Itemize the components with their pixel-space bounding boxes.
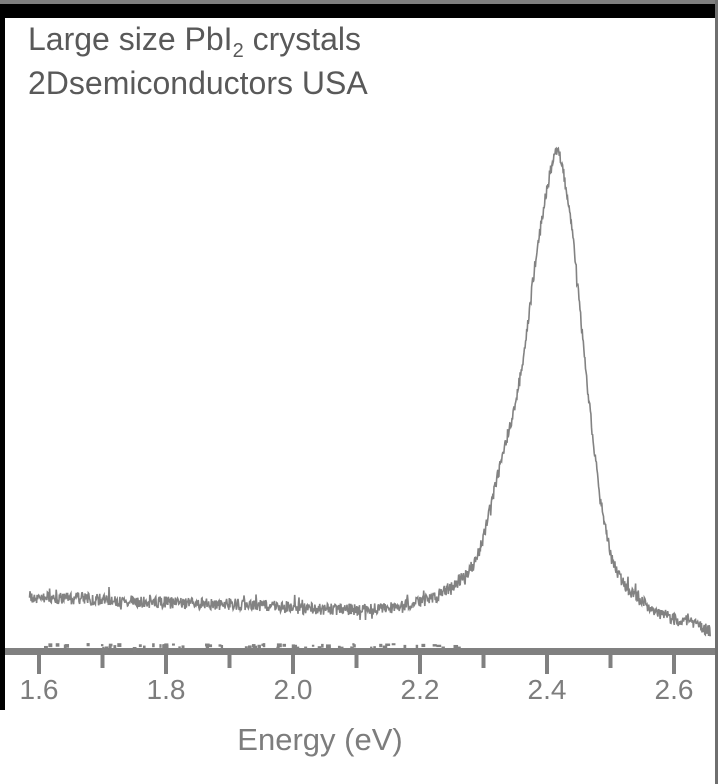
baseline-noise-dash	[86, 643, 90, 647]
baseline-noise-dash	[379, 643, 383, 648]
baseline-noise-dash	[352, 643, 355, 646]
baseline-noise-dash	[262, 643, 266, 648]
baseline-noise-dash	[162, 644, 166, 649]
baseline-noise-dash	[353, 644, 356, 648]
x-tick-label: 2.0	[273, 674, 313, 705]
baseline-noise-dash	[297, 646, 300, 651]
baseline-noise-dash	[370, 646, 373, 650]
right-gray-border	[715, 0, 718, 784]
baseline-noise-dash	[244, 646, 248, 650]
baseline-noise-dash	[304, 646, 308, 651]
baseline-noise-dash	[317, 646, 322, 651]
left-black-border	[0, 4, 5, 710]
baseline-noise-dash	[65, 644, 70, 648]
x-axis-tick	[418, 655, 422, 674]
baseline-noise-dash	[181, 645, 185, 650]
baseline-noise-dash	[207, 644, 213, 648]
baseline-noise-dash	[251, 644, 256, 648]
chart-title-line1: Large size PbI2 crystals	[28, 21, 362, 62]
baseline-noise-dash	[113, 645, 117, 649]
x-tick-label: 2.4	[527, 674, 567, 705]
chart-title-block: Large size PbI2 crystals 2Dsemiconductor…	[28, 20, 368, 103]
baseline-noise-dash	[218, 644, 222, 647]
top-gray-strip	[0, 0, 718, 4]
baseline-noise-dash	[163, 644, 169, 649]
baseline-noise-dash	[321, 643, 324, 648]
baseline-noise-dash	[276, 646, 280, 651]
baseline-noise-dash	[441, 646, 445, 651]
baseline-noise-dash	[138, 644, 142, 648]
top-black-bar	[0, 4, 718, 18]
baseline-noise-dash	[48, 643, 53, 648]
baseline-noise-dash	[339, 646, 344, 650]
baseline-noise-dash	[311, 644, 315, 647]
x-tick-label: 2.6	[654, 674, 694, 705]
baseline-noise-dash	[261, 643, 264, 646]
baseline-noise-dash	[100, 644, 104, 647]
baseline-noise-dash	[132, 646, 137, 652]
baseline-noise-dash	[350, 646, 354, 649]
baseline-noise-dash	[432, 644, 437, 647]
baseline-noise-dash	[257, 644, 261, 648]
baseline-noise-dash	[326, 644, 331, 648]
baseline-noise-dash	[258, 646, 261, 651]
baseline-noise-dash	[291, 644, 296, 649]
baseline-noise-dash	[44, 645, 48, 651]
baseline-noise-dash	[108, 643, 113, 647]
baseline-noise-dash	[164, 643, 169, 647]
baseline-noise-dash	[104, 646, 109, 651]
baseline-noise-dash	[102, 646, 105, 651]
chart-title-line2: 2Dsemiconductors USA	[28, 65, 368, 101]
baseline-noise-dash	[252, 645, 258, 651]
baseline-noise-dash	[391, 643, 396, 646]
x-axis-tick	[227, 655, 232, 668]
baseline-noise-dash	[152, 643, 155, 648]
baseline-noise-dash	[382, 645, 388, 650]
x-axis-tick	[164, 655, 168, 674]
baseline-noise-dash	[385, 643, 391, 646]
baseline-noise-dash	[403, 644, 407, 650]
baseline-noise-dash	[453, 644, 459, 650]
baseline-noise-dash	[421, 643, 426, 648]
x-axis-tick	[672, 655, 676, 674]
baseline-noise-dash	[171, 643, 175, 646]
x-axis-tick	[354, 655, 359, 668]
x-axis-tick	[37, 655, 41, 674]
baseline-noise-dash	[108, 645, 112, 649]
x-axis-tick	[481, 655, 486, 668]
title-subscript: 2	[232, 40, 244, 62]
baseline-noise-dash	[117, 643, 122, 647]
baseline-noise-dash	[159, 644, 162, 648]
baseline-noise-dash	[282, 643, 287, 647]
x-axis-line	[0, 648, 718, 655]
x-axis-title: Energy (eV)	[237, 722, 403, 757]
x-tick-label: 2.2	[400, 674, 440, 705]
baseline-noise-dash	[276, 643, 282, 648]
x-axis-tick	[608, 655, 613, 668]
x-axis-tick	[545, 655, 549, 674]
baseline-noise-dash	[55, 643, 60, 647]
baseline-noise-dash	[142, 645, 146, 649]
baseline-noise-dash	[248, 645, 252, 649]
x-tick-label: 1.8	[146, 674, 186, 705]
x-tick-label: 1.6	[19, 674, 59, 705]
baseline-noise-dash	[220, 645, 224, 650]
x-axis-tick	[100, 655, 105, 668]
x-axis-tick	[291, 655, 295, 674]
baseline-noise-dash	[457, 646, 461, 650]
baseline-noise-dash	[436, 644, 442, 648]
baseline-noise-dash	[373, 646, 376, 650]
baseline-noise-dash	[178, 646, 181, 650]
spectrum-curve	[28, 146, 711, 637]
baseline-noise-dash	[415, 644, 419, 649]
